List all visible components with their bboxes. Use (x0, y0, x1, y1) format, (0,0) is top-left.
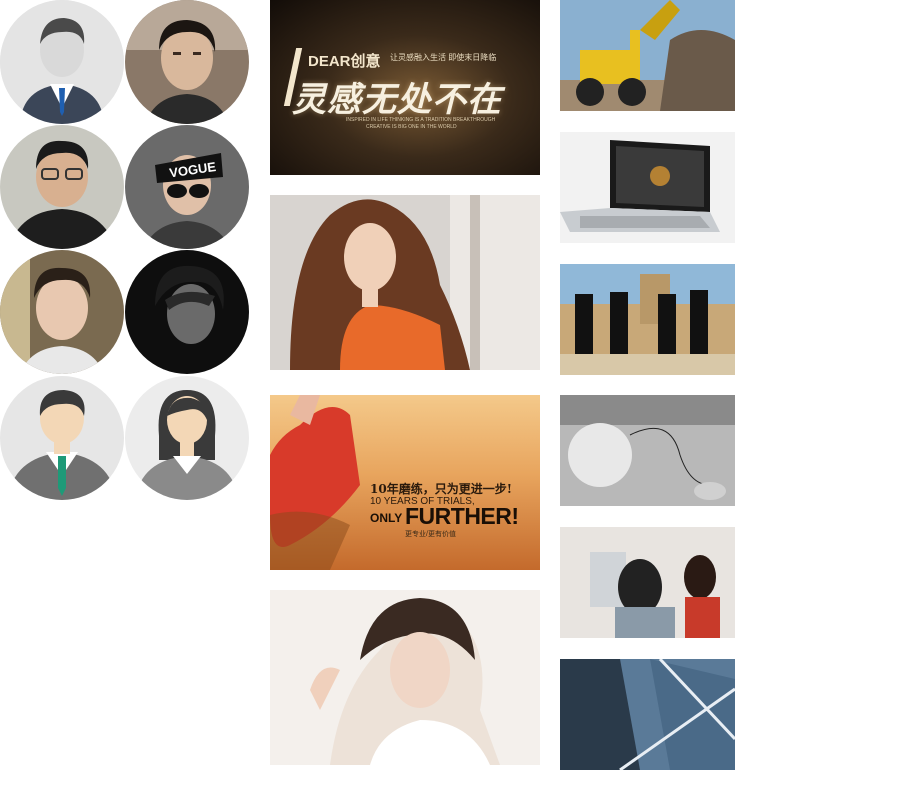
thumbnail-laptop[interactable] (560, 132, 735, 243)
banner-woman-portrait[interactable] (270, 590, 540, 765)
banner-fashion-model[interactable] (270, 195, 540, 370)
banner-only-word: ONLY (370, 511, 403, 525)
banner-english-slogan: 10 YEARS OF TRIALS, (370, 496, 475, 507)
banner-tagline: 更专业/更有价值 (405, 531, 456, 538)
banner-english-line-1: INSPIRED IN LIFE THINKING IS A TRADITION… (346, 117, 496, 123)
thumbnail-loader[interactable] (560, 0, 735, 111)
banner-chinese-slogan: 10年磨练，只为更进一步! (370, 482, 512, 496)
banner-subtitle: 让灵感融入生活 即使末日降临 (390, 53, 497, 62)
thumbnail-building[interactable] (560, 659, 735, 770)
svg-text:VOGUE: VOGUE (168, 159, 217, 180)
banner-english-line-2: CREATIVE IS BIG ONE IN THE WORLD (366, 124, 457, 130)
avatar-user-2[interactable] (125, 0, 249, 124)
banner-dear-creative[interactable]: DEAR创意 让灵感融入生活 即使末日降临 灵感无处不在 INSPIRED IN… (270, 0, 540, 175)
banner-brand: DEAR创意 (308, 53, 381, 70)
avatar-businessman-icon[interactable] (0, 0, 124, 124)
banner-further[interactable]: 10年磨练，只为更进一步! 10 YEARS OF TRIALS, ONLY F… (270, 395, 540, 570)
thumbnail-people-computers[interactable] (560, 527, 735, 638)
avatar-user-5[interactable] (0, 250, 124, 374)
avatar-user-4[interactable]: VOGUE (125, 125, 249, 249)
avatar-user-3[interactable] (0, 125, 124, 249)
thumbnail-keyboard-mouse[interactable] (560, 395, 735, 506)
thumbnail-graduates[interactable] (560, 264, 735, 375)
banner-headline: 灵感无处不在 (292, 81, 502, 119)
avatar-woman-icon[interactable] (125, 376, 249, 500)
avatar-man-icon[interactable] (0, 376, 124, 500)
avatar-user-6[interactable] (125, 250, 249, 374)
banner-further-word: FURTHER! (405, 503, 519, 529)
